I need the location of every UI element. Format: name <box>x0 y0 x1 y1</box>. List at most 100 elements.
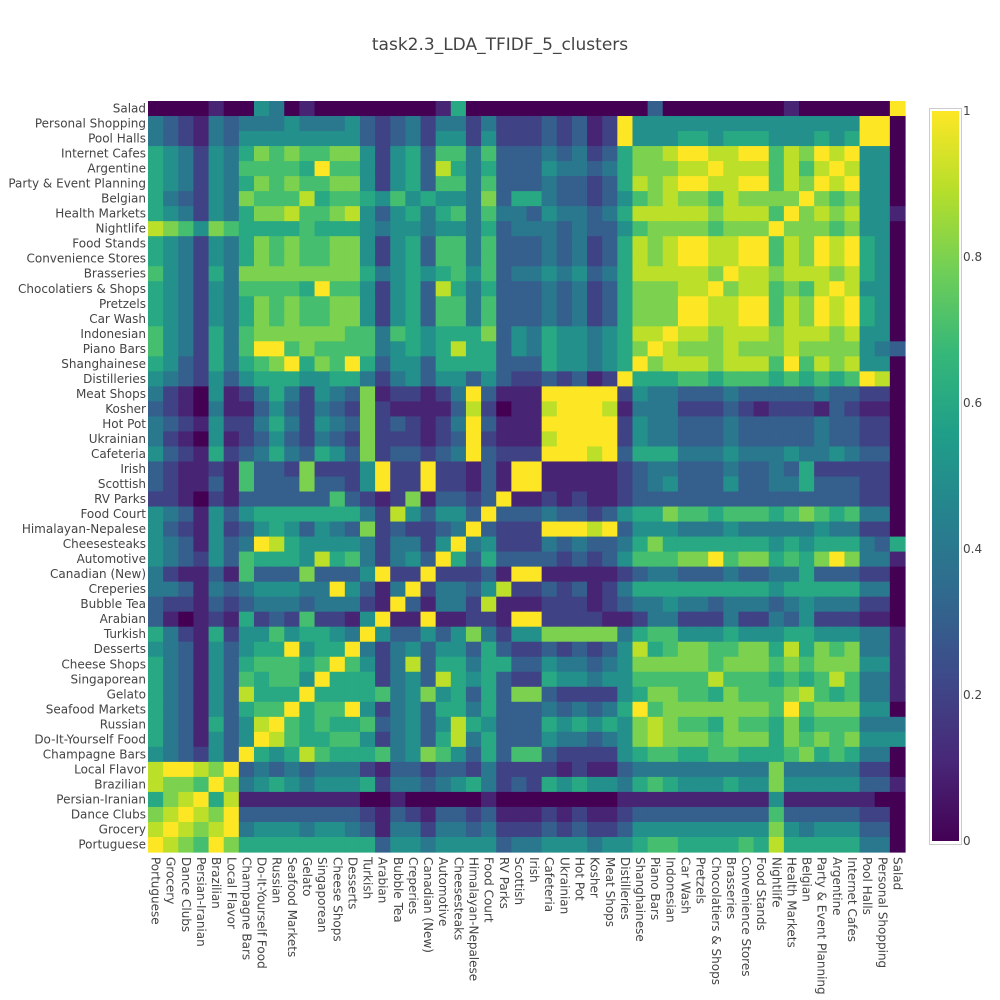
heatmap-cell <box>450 686 467 703</box>
heatmap-cell <box>420 176 437 192</box>
heatmap-cell <box>359 536 376 553</box>
x-tick-label: RV Parks <box>497 857 511 909</box>
heatmap-cell <box>375 476 391 493</box>
heatmap-cell <box>571 146 588 162</box>
heatmap-cell <box>238 491 255 508</box>
heatmap-cell <box>496 731 512 748</box>
heatmap-cell <box>738 296 755 312</box>
heatmap-cell <box>481 761 497 778</box>
heatmap-cell <box>163 221 179 237</box>
heatmap-cell <box>450 836 467 853</box>
heatmap-cell <box>344 761 361 778</box>
heatmap-cell <box>526 131 543 147</box>
heatmap-cell <box>708 161 724 177</box>
heatmap-cell <box>662 836 679 853</box>
heatmap-cell <box>662 491 679 508</box>
heatmap-cell <box>511 821 528 838</box>
heatmap-cell <box>844 626 861 643</box>
heatmap-cell <box>859 116 876 132</box>
heatmap-cell <box>602 776 618 793</box>
heatmap-cell <box>496 191 512 207</box>
heatmap-cell <box>450 581 467 598</box>
heatmap-cell <box>344 536 361 553</box>
heatmap-cell <box>799 476 815 493</box>
heatmap-cell <box>617 581 634 598</box>
x-tick-label: Hot Pot <box>572 857 586 901</box>
heatmap-cell <box>677 161 694 177</box>
heatmap-cell <box>859 536 876 553</box>
heatmap-cell <box>148 131 164 147</box>
heatmap-cell <box>284 206 300 222</box>
chart-title: task2.3_LDA_TFIDF_5_clusters <box>372 35 628 55</box>
heatmap-cell <box>859 566 876 583</box>
heatmap-cell <box>163 626 179 643</box>
heatmap-cell <box>450 311 467 327</box>
heatmap-cell <box>193 626 210 643</box>
heatmap-cell <box>450 266 467 282</box>
heatmap-cell <box>587 326 603 342</box>
heatmap-cell <box>829 476 846 493</box>
heatmap-cell <box>405 671 422 688</box>
heatmap-cell <box>450 761 467 778</box>
heatmap-cell <box>223 566 240 583</box>
heatmap-cell <box>556 281 573 297</box>
heatmap-cell <box>329 521 346 538</box>
heatmap-cell <box>299 746 316 763</box>
heatmap-cell <box>178 626 195 643</box>
heatmap-cell <box>344 341 361 357</box>
heatmap-cell <box>783 341 800 357</box>
heatmap-cell <box>874 551 891 568</box>
heatmap-cell <box>571 566 588 583</box>
heatmap-cell <box>602 116 618 132</box>
heatmap-cell <box>344 311 361 327</box>
x-tick-label: Singaporean <box>315 857 329 933</box>
heatmap-cell <box>420 446 437 463</box>
heatmap-cell <box>496 776 512 793</box>
heatmap-cell <box>375 176 391 192</box>
heatmap-cell <box>420 671 437 688</box>
heatmap-cell <box>829 266 846 282</box>
heatmap-cell <box>677 311 694 327</box>
heatmap-cell <box>481 461 497 478</box>
heatmap-cell <box>799 341 815 357</box>
heatmap-cell <box>375 386 391 402</box>
heatmap-cell <box>314 641 331 658</box>
heatmap-cell <box>814 206 830 222</box>
heatmap-cell <box>677 821 694 838</box>
heatmap-cell <box>602 731 618 748</box>
heatmap-cell <box>859 461 876 478</box>
heatmap-cell <box>208 776 225 793</box>
heatmap-cell <box>844 416 861 433</box>
heatmap-cell <box>359 716 376 733</box>
heatmap-cell <box>541 446 558 463</box>
heatmap-cell <box>768 206 785 222</box>
heatmap-cell <box>662 776 679 793</box>
heatmap-cell <box>511 371 528 387</box>
heatmap-cell <box>390 521 406 538</box>
heatmap-cell <box>829 716 846 733</box>
heatmap-cell <box>284 626 300 643</box>
heatmap-cell <box>602 476 618 493</box>
heatmap-cell <box>677 236 694 252</box>
heatmap-cell <box>496 176 512 192</box>
heatmap-cell <box>677 506 694 523</box>
heatmap-cell <box>405 236 422 252</box>
heatmap-cell <box>662 296 679 312</box>
heatmap-cell <box>753 401 770 418</box>
heatmap-cell <box>481 476 497 493</box>
heatmap-cell <box>359 326 376 342</box>
heatmap-cell <box>223 596 240 613</box>
heatmap-cell <box>693 206 709 222</box>
heatmap-cell <box>526 626 543 643</box>
heatmap-cell <box>753 386 770 402</box>
heatmap-cell <box>269 221 285 237</box>
heatmap-cell <box>163 521 179 538</box>
heatmap-cell <box>359 701 376 718</box>
heatmap-cell <box>662 446 679 463</box>
heatmap-cell <box>587 551 603 568</box>
heatmap-cell <box>632 431 649 448</box>
heatmap-cell <box>783 701 800 718</box>
heatmap-cell <box>269 686 285 703</box>
heatmap-cell <box>435 611 452 628</box>
heatmap-cell <box>617 251 634 267</box>
